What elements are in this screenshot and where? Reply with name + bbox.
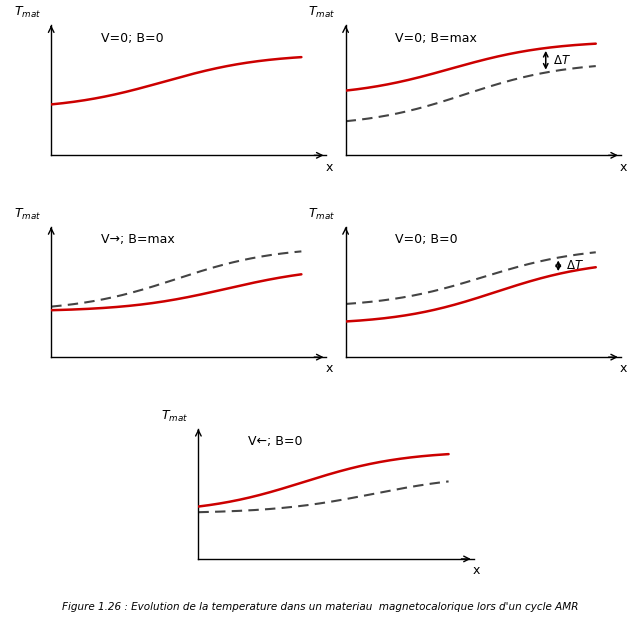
Text: $T_{mat}$: $T_{mat}$ xyxy=(14,207,41,222)
Text: $\Delta T$: $\Delta T$ xyxy=(553,54,572,67)
Text: V=0; B=0: V=0; B=0 xyxy=(100,31,163,45)
Text: $T_{mat}$: $T_{mat}$ xyxy=(14,5,41,20)
Text: x: x xyxy=(472,564,480,577)
Text: x: x xyxy=(620,161,627,173)
Text: V=0; B=0: V=0; B=0 xyxy=(395,234,458,246)
Text: V→; B=max: V→; B=max xyxy=(100,234,175,246)
Text: $T_{mat}$: $T_{mat}$ xyxy=(308,5,335,20)
Text: $\Delta T$: $\Delta T$ xyxy=(566,259,584,273)
Text: $T_{mat}$: $T_{mat}$ xyxy=(161,408,188,423)
Text: x: x xyxy=(325,161,333,173)
Text: x: x xyxy=(620,362,627,376)
Text: Figure 1.26 : Evolution de la temperature dans un materiau  magnetocalorique lor: Figure 1.26 : Evolution de la temperatur… xyxy=(61,602,579,612)
Text: $T_{mat}$: $T_{mat}$ xyxy=(308,207,335,222)
Text: V←; B=0: V←; B=0 xyxy=(248,435,303,448)
Text: x: x xyxy=(325,362,333,376)
Text: V=0; B=max: V=0; B=max xyxy=(395,31,477,45)
